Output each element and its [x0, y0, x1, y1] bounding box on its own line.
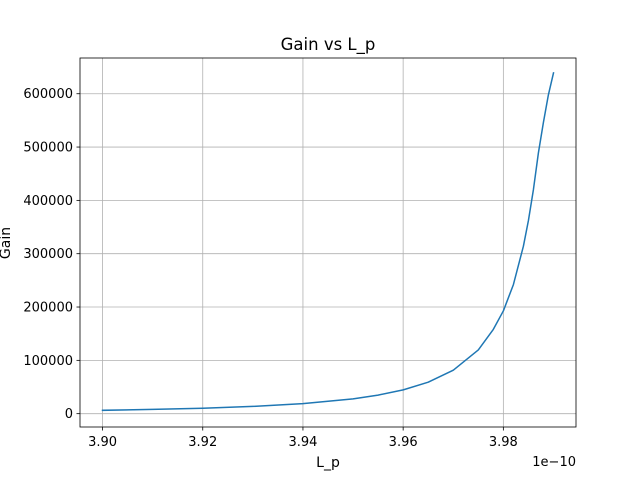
x-tick-label: 3.92 [188, 435, 217, 450]
y-tick-label: 400000 [23, 194, 73, 209]
chart-title: Gain vs L_p [281, 35, 376, 55]
y-tick-label: 100000 [23, 354, 73, 369]
grid-lines [80, 58, 576, 427]
y-axis-label: Gain [0, 227, 14, 259]
x-axis-offset-label: 1e−10 [532, 455, 576, 470]
y-tick-label: 600000 [23, 87, 73, 102]
x-tick-label: 3.98 [489, 435, 518, 450]
axes-frame [79, 57, 577, 428]
x-axis-label: L_p [316, 455, 340, 471]
y-tick-label: 300000 [23, 247, 73, 262]
ticks: 3.90 3.92 3.94 3.96 3.98 0 100000 200000 300000 4… [23, 87, 517, 450]
y-tick-label: 200000 [23, 301, 73, 316]
y-tick-label: 0 [65, 407, 73, 422]
x-tick-label: 3.94 [288, 435, 317, 450]
y-tick-label: 500000 [23, 141, 73, 156]
x-tick-label: 3.90 [88, 435, 117, 450]
gain-series-line [101, 71, 555, 412]
series-layer [101, 71, 555, 412]
x-tick-label: 3.96 [389, 435, 418, 450]
